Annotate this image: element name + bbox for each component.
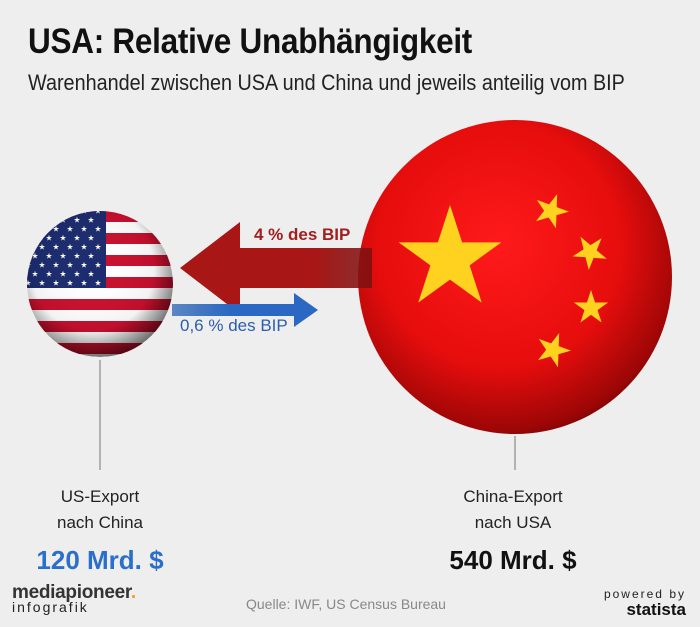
us-canton-star xyxy=(31,216,39,223)
us-canton-star xyxy=(27,225,32,232)
brand-left: mediapi xyxy=(12,582,82,603)
us-export-line1: US-Export xyxy=(60,487,140,506)
us-canton-star xyxy=(27,211,32,214)
source-note: Quelle: IWF, US Census Bureau xyxy=(246,596,446,612)
powered-by-text: powered by xyxy=(603,587,686,601)
us-export-label: US-Export nach China 120 Mrd. $ xyxy=(30,484,170,580)
page-title: USA: Relative Unabhängigkeit xyxy=(28,22,473,61)
statista-logo[interactable]: powered by statista xyxy=(604,586,686,618)
china-export-line2: nach USA xyxy=(474,513,552,532)
china-flag-icon xyxy=(358,120,672,434)
us-to-china-share-label: 0,6 % des BIP xyxy=(180,316,288,335)
china-export-value: 540 Mrd. $ xyxy=(449,545,577,575)
mediapioneer-logo[interactable]: mediapioneer. infografik xyxy=(12,582,136,615)
us-export-line2: nach China xyxy=(56,513,143,532)
brand-sub: infografik xyxy=(12,599,89,615)
us-canton-star xyxy=(66,211,74,214)
brand-dot: . xyxy=(130,582,136,603)
brand-o: o xyxy=(81,582,94,603)
china-to-us-arrow xyxy=(180,222,372,314)
us-canton-star xyxy=(52,211,60,214)
china-export-line1: China-Export xyxy=(463,487,563,506)
us-canton-star xyxy=(38,211,46,214)
us-canton-star xyxy=(27,243,32,250)
china-export-label: China-Export nach USA 540 Mrd. $ xyxy=(428,484,598,580)
us-canton-star xyxy=(38,225,46,232)
china-to-us-share-label: 4 % des BIP xyxy=(254,225,351,244)
us-to-china-arrow xyxy=(172,293,318,327)
brand-right: neer xyxy=(93,582,131,603)
page-subtitle: Warenhandel zwischen USA und China und j… xyxy=(28,70,625,95)
us-canton-star xyxy=(45,216,53,223)
statista-name: statista xyxy=(626,600,686,619)
us-flag-icon xyxy=(27,211,173,357)
us-export-value: 120 Mrd. $ xyxy=(36,545,164,575)
us-canton-star xyxy=(31,234,39,241)
